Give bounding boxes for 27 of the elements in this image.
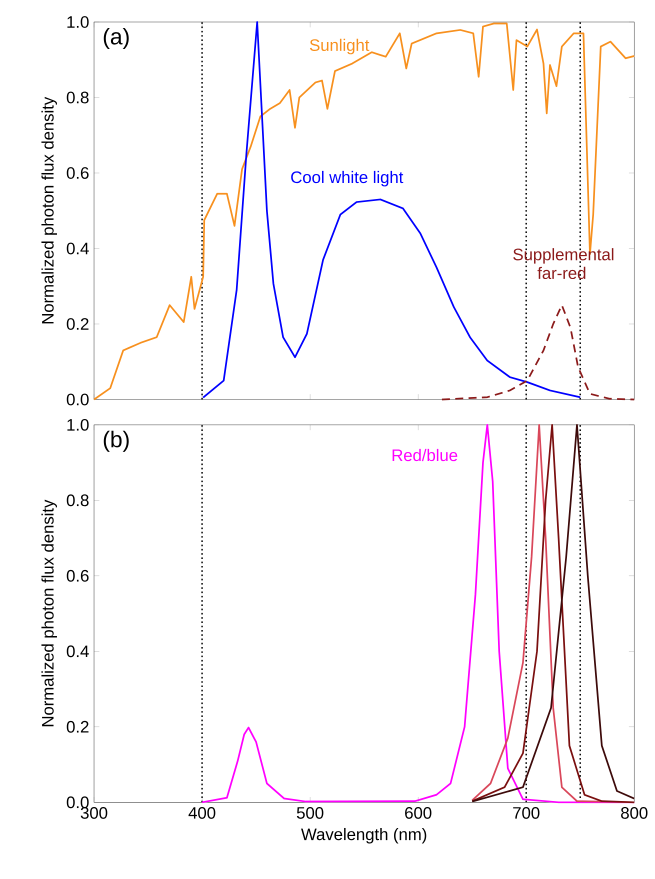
- y-tick-label: 1.0: [67, 418, 89, 431]
- y-tick-label: 0.4: [66, 242, 89, 254]
- x-tick-label: 700: [513, 807, 540, 819]
- x-axis-title: Wavelength (nm): [300, 828, 426, 844]
- y-tick-label: 0.8: [66, 92, 88, 104]
- y-tick-label: 0.0: [66, 394, 89, 406]
- x-tick-label: 600: [404, 807, 432, 819]
- y-tick-label: 1.0: [67, 16, 89, 28]
- y-tick-label: 0.2: [66, 318, 88, 330]
- y-tick-label: 0.4: [66, 645, 89, 658]
- y-tick-label: 0.6: [66, 167, 88, 179]
- series-label: Red/blue: [392, 448, 458, 462]
- y-tick-label: 0.0: [66, 796, 89, 808]
- y-tick-label: 0.6: [66, 570, 88, 582]
- x-tick-label: 400: [188, 807, 216, 819]
- y-axis-title: Normalized photon flux density: [41, 500, 57, 726]
- y-axis-title: Normalized photon flux density: [41, 96, 57, 324]
- x-tick-label: 300: [80, 807, 108, 819]
- y-tick-label: 0.2: [66, 720, 88, 733]
- x-tick-label: 800: [620, 807, 648, 819]
- series-label: Sunlight: [310, 38, 370, 54]
- series-label: Cool white light: [291, 170, 404, 186]
- annotation: (b): [104, 430, 129, 452]
- annotation: (a): [104, 28, 129, 50]
- y-tick-label: 0.8: [66, 494, 88, 506]
- x-tick-label: 500: [296, 807, 324, 819]
- text: Supplemental far-red: [513, 248, 614, 280]
